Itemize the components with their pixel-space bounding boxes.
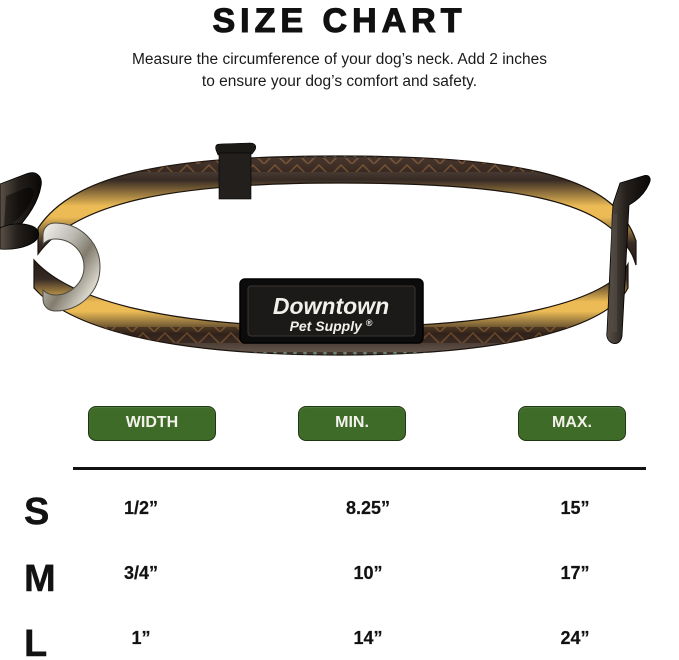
svg-text:Downtown: Downtown — [273, 293, 389, 319]
svg-text:Pet Supply ®: Pet Supply ® — [290, 318, 373, 334]
